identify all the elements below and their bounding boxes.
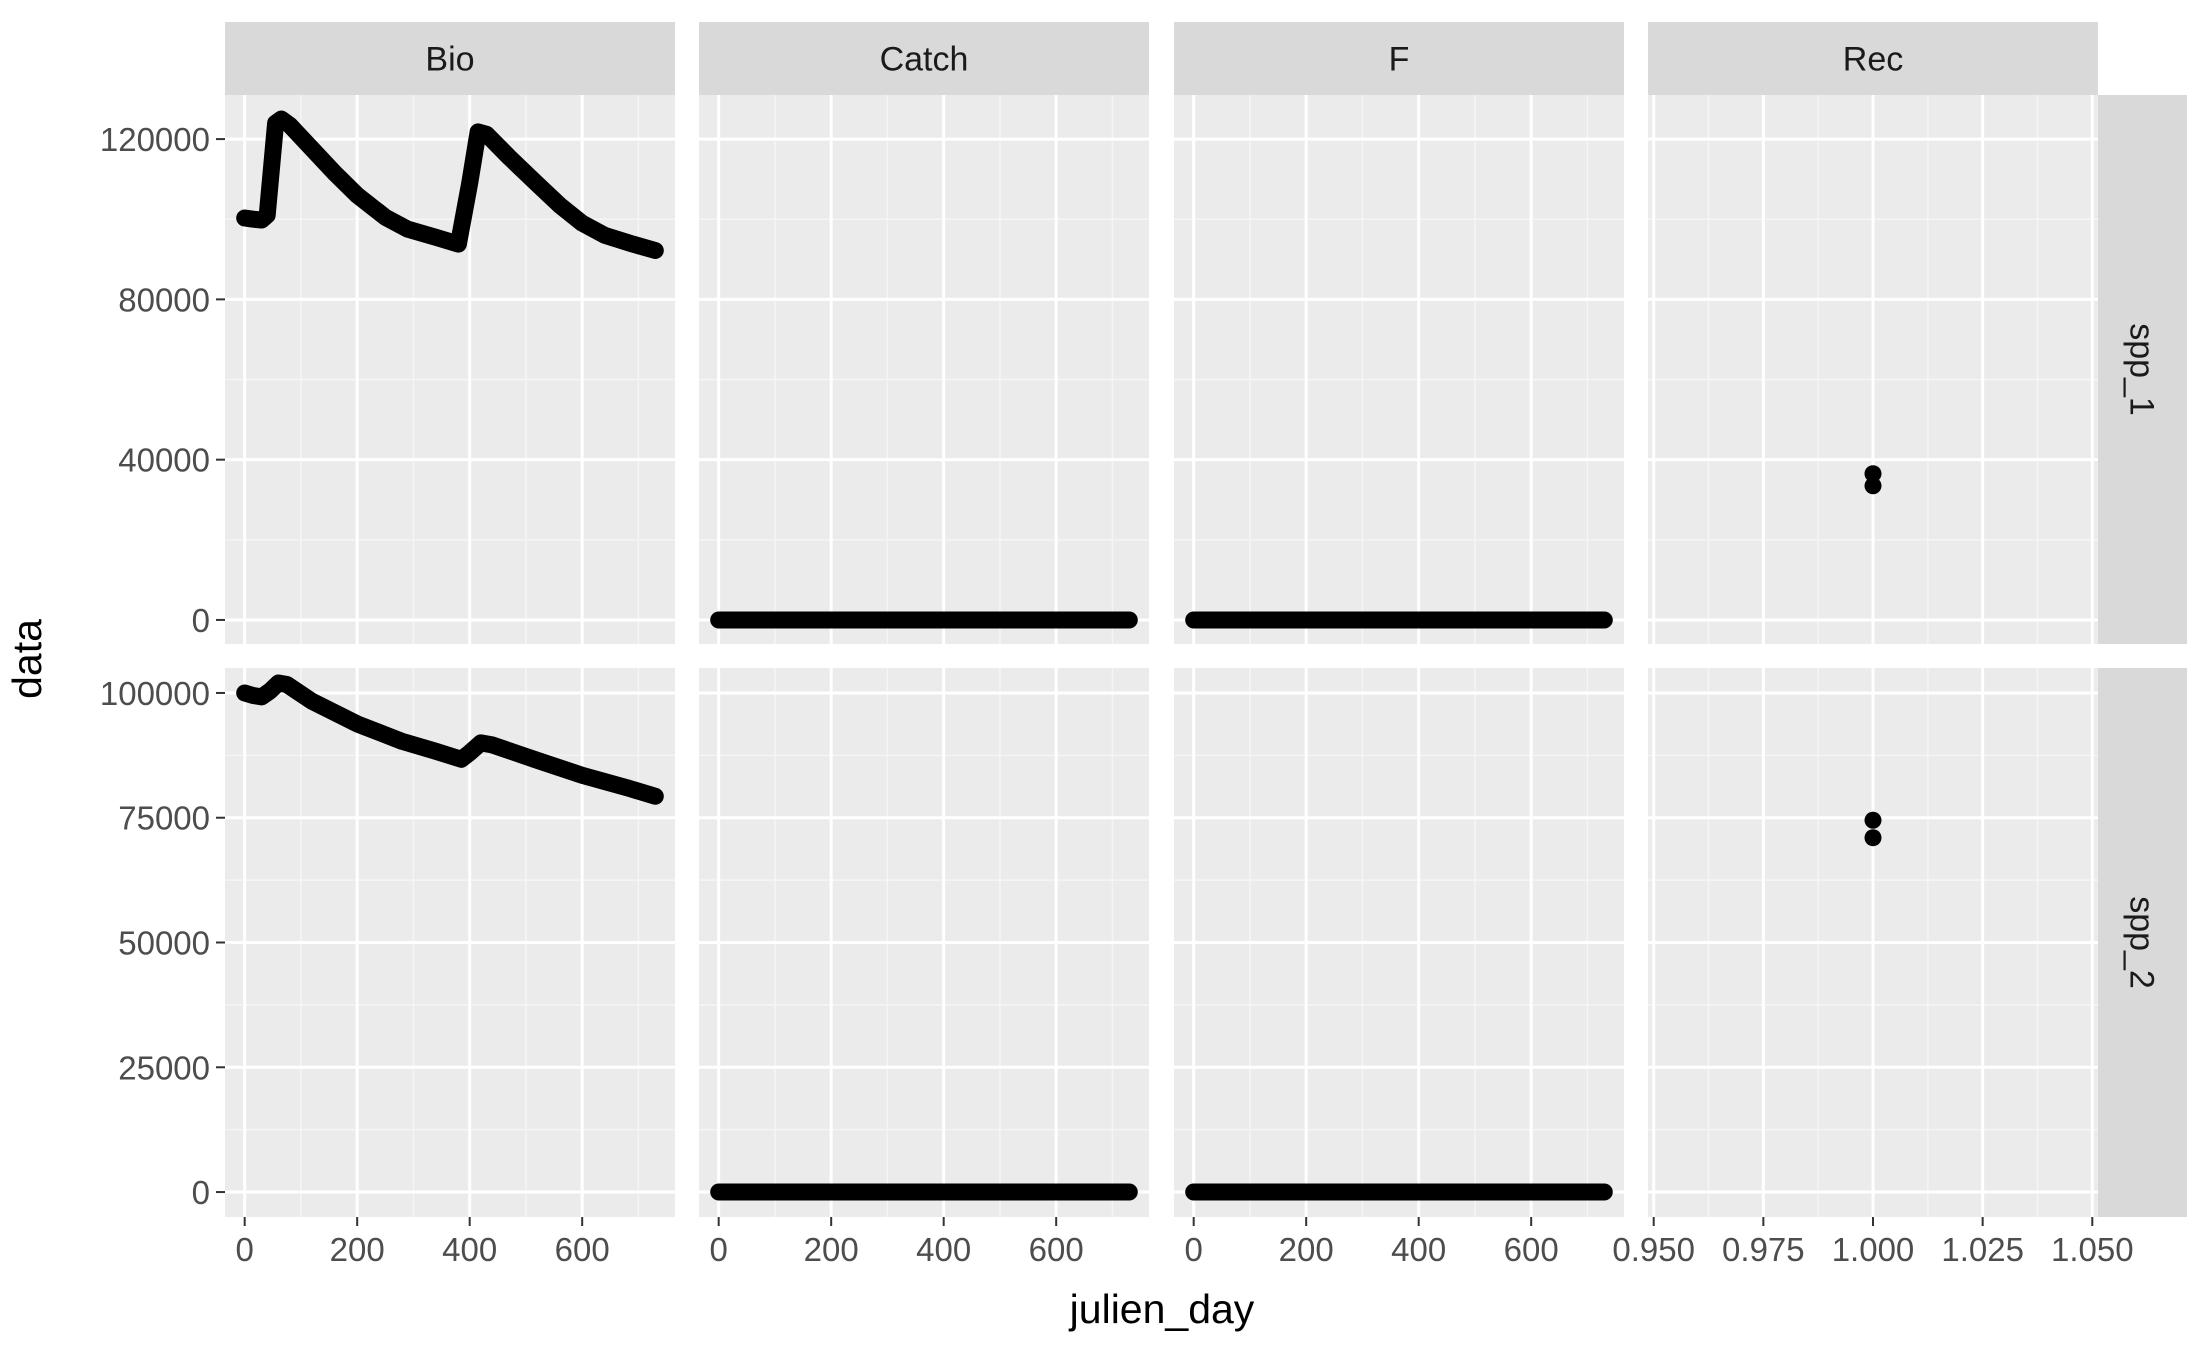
- data-point: [1864, 465, 1882, 483]
- data-point: [1864, 477, 1882, 495]
- y-tick-label: 80000: [118, 281, 210, 318]
- series-bio-spp-1: [236, 110, 664, 259]
- strip-label-bio: Bio: [425, 41, 474, 79]
- strip-bio: [225, 22, 675, 95]
- x-tick-label: 400: [442, 1231, 497, 1268]
- x-tick-label: 1.050: [2051, 1231, 2134, 1268]
- y-tick-label: 40000: [118, 442, 210, 479]
- x-tick-label: 0.950: [1612, 1231, 1695, 1268]
- strip-label-spp-2: spp_2: [2123, 896, 2161, 989]
- x-tick-label: 0: [1185, 1231, 1203, 1268]
- panel-background: [1174, 95, 1624, 644]
- x-tick-label: 1.025: [1941, 1231, 2024, 1268]
- x-tick-label: 200: [804, 1231, 859, 1268]
- panel-bio-spp-2: [225, 668, 675, 1217]
- x-tick-label: 600: [1029, 1231, 1084, 1268]
- panels-layer: [225, 95, 2098, 1217]
- y-tick-label: 0: [192, 602, 210, 639]
- strip-label-catch: Catch: [880, 41, 969, 79]
- panel-catch-spp-1: [699, 95, 1149, 644]
- y-tick-label: 0: [192, 1174, 210, 1211]
- x-tick-label: 200: [1279, 1231, 1334, 1268]
- x-tick-label: 0: [710, 1231, 728, 1268]
- strip-spp-1: [2098, 95, 2187, 644]
- data-point: [1864, 811, 1882, 829]
- x-tick-label: 0.975: [1722, 1231, 1805, 1268]
- x-axis-title: julien_day: [1069, 1286, 1255, 1332]
- strips-layer: Bio Catch F Rec spp_1 spp_2: [225, 22, 2187, 1217]
- x-tick-label: 400: [1391, 1231, 1446, 1268]
- x-tick-label: 1.000: [1832, 1231, 1915, 1268]
- data-point: [1864, 829, 1882, 847]
- y-axis-title: data: [4, 619, 50, 699]
- x-tick-label: 0: [236, 1231, 254, 1268]
- strip-rec: [1648, 22, 2098, 95]
- strip-label-rec: Rec: [1843, 41, 1903, 79]
- panel-bio-spp-1: [225, 95, 675, 644]
- panel-background: [699, 95, 1149, 644]
- y-tick-label: 100000: [100, 675, 210, 712]
- y-tick-label: 50000: [118, 925, 210, 962]
- y-tick-label: 25000: [118, 1049, 210, 1086]
- panel-f-spp-1: [1174, 95, 1624, 644]
- x-tick-label: 400: [916, 1231, 971, 1268]
- panel-rec-spp-2: [1648, 668, 2098, 1217]
- strip-label-f: F: [1389, 41, 1410, 79]
- x-tick-label: 600: [1504, 1231, 1559, 1268]
- y-tick-label: 75000: [118, 800, 210, 837]
- x-tick-label: 200: [330, 1231, 385, 1268]
- strip-label-spp-1: spp_1: [2123, 323, 2161, 416]
- strip-catch: [699, 22, 1149, 95]
- panel-f-spp-2: [1174, 668, 1624, 1217]
- y-tick-label: 120000: [100, 121, 210, 158]
- strip-f: [1174, 22, 1624, 95]
- strip-spp-2: [2098, 668, 2187, 1217]
- panel-background: [225, 95, 675, 644]
- x-tick-label: 600: [555, 1231, 610, 1268]
- series-bio-spp-2: [236, 674, 664, 805]
- panel-catch-spp-2: [699, 668, 1149, 1217]
- panel-rec-spp-1: [1648, 95, 2098, 644]
